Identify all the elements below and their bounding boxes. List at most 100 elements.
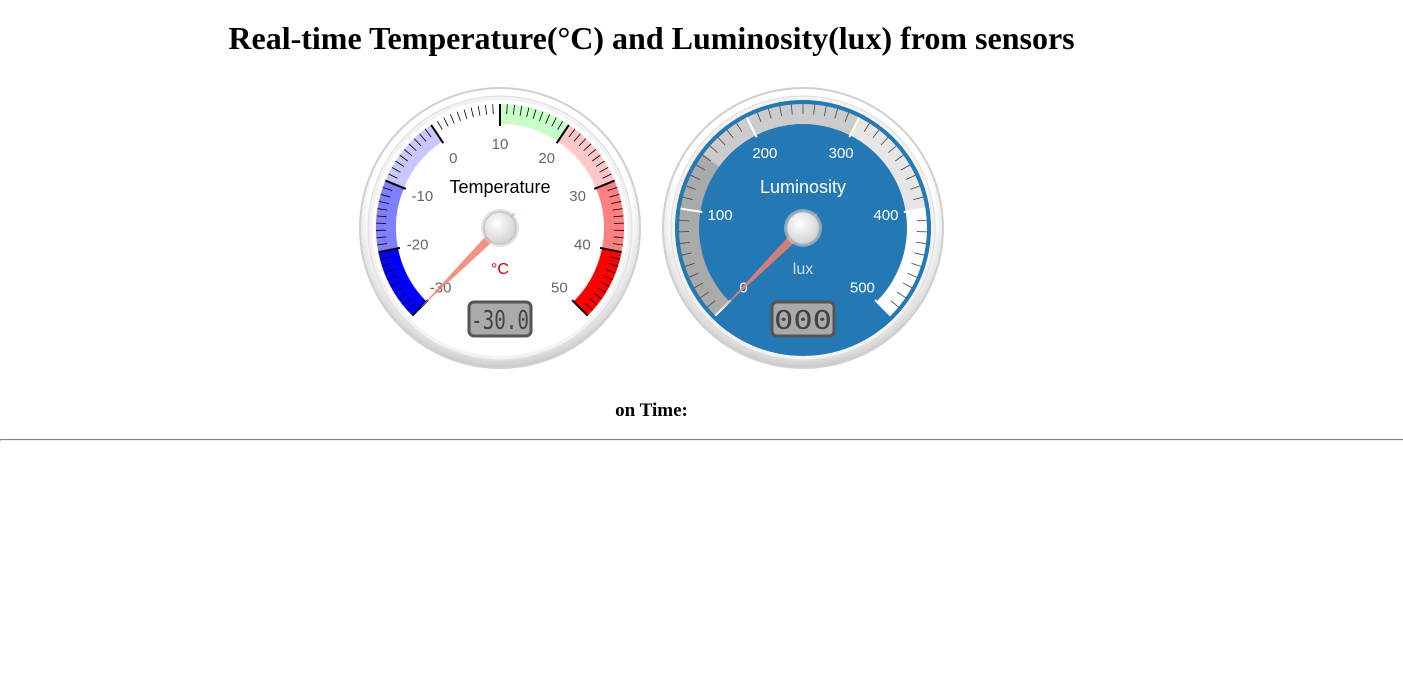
gauge-minor-tick bbox=[612, 208, 623, 211]
gauge-minor-tick bbox=[589, 298, 598, 306]
gauge-minor-tick bbox=[395, 160, 405, 167]
gauge-minor-tick bbox=[690, 174, 701, 180]
gauge-minor-tick bbox=[519, 105, 523, 116]
gauge-highlight-band bbox=[573, 248, 622, 316]
gauge-minor-tick bbox=[377, 208, 388, 211]
gauge-minor-tick bbox=[888, 145, 897, 153]
gauge-minor-tick bbox=[403, 149, 413, 156]
gauge-minor-tick bbox=[600, 281, 610, 287]
gauge-highlight-band bbox=[850, 117, 926, 212]
gauge-minor-tick bbox=[900, 164, 910, 171]
gauge-minor-tick bbox=[545, 114, 551, 124]
gauge-minor-tick bbox=[391, 167, 401, 173]
gauge-minor-tick bbox=[407, 303, 416, 311]
gauge-value-box bbox=[467, 300, 533, 338]
gauge-minor-tick bbox=[526, 107, 530, 118]
gauge-minor-tick bbox=[736, 123, 743, 132]
gauge-minor-tick bbox=[709, 145, 718, 153]
gauge-minor-tick bbox=[911, 262, 922, 267]
gauge-tick-label: 50 bbox=[551, 279, 568, 296]
gauge-minor-tick bbox=[914, 252, 925, 256]
gauge-tick-label: -20 bbox=[407, 236, 429, 253]
gauge-minor-tick bbox=[700, 291, 709, 299]
gauge-minor-tick bbox=[902, 282, 912, 289]
gauge-minor-tick bbox=[707, 300, 716, 308]
gauge-minor-tick bbox=[863, 123, 870, 132]
gauge-minor-tick bbox=[872, 129, 880, 139]
gauge-minor-tick bbox=[726, 129, 734, 139]
gauge-tick-label: 30 bbox=[569, 188, 586, 205]
gauge-minor-tick bbox=[388, 173, 398, 179]
gauge-tick-label: 40 bbox=[574, 236, 591, 253]
gauge-tick-label: 10 bbox=[492, 136, 509, 153]
gauge-title: Luminosity bbox=[760, 177, 846, 197]
gauge-tick-label: 20 bbox=[538, 150, 555, 167]
gauge-minor-tick bbox=[463, 109, 468, 120]
gauge-highlight-band bbox=[702, 104, 860, 167]
gauge-minor-tick bbox=[578, 138, 587, 147]
gauge-minor-tick bbox=[910, 185, 920, 190]
horizontal-rule bbox=[0, 439, 1403, 441]
gauge-minor-tick bbox=[682, 196, 693, 201]
gauge-major-tick bbox=[745, 117, 758, 138]
gauge-tick-label: 300 bbox=[829, 145, 854, 162]
gauge-minor-tick bbox=[913, 196, 924, 201]
gauge-minor-tick bbox=[684, 262, 695, 267]
gauge-highlight-band bbox=[679, 155, 730, 316]
gauge-tick-label: 500 bbox=[850, 279, 875, 296]
gauge-minor-tick bbox=[387, 275, 397, 281]
gauge-minor-tick bbox=[568, 128, 576, 138]
gauge-minor-tick bbox=[381, 262, 392, 267]
gauge-minor-tick bbox=[603, 275, 613, 281]
gauge-value-readout: 000 bbox=[774, 306, 832, 336]
gauge-major-tick bbox=[555, 124, 570, 144]
gauge-minor-tick bbox=[790, 104, 793, 115]
gauge-minor-tick bbox=[419, 133, 427, 142]
gauge-minor-tick bbox=[443, 117, 449, 127]
gauge-minor-tick bbox=[557, 120, 564, 130]
gauge-minor-tick bbox=[696, 164, 706, 171]
gauge-minor-tick bbox=[689, 272, 699, 278]
gauge-minor-tick bbox=[584, 303, 593, 311]
gauge-major-tick bbox=[378, 246, 401, 254]
gauge-minor-tick bbox=[477, 105, 481, 116]
gauge-minor-tick bbox=[587, 149, 597, 156]
gauge-minor-tick bbox=[449, 114, 455, 124]
gauge-major-tick bbox=[430, 124, 445, 144]
gauge-minor-tick bbox=[551, 117, 557, 127]
gauge-minor-tick bbox=[844, 112, 850, 123]
time-label: on Time: bbox=[615, 400, 688, 421]
gauge-minor-tick bbox=[595, 160, 605, 167]
gauge-minor-tick bbox=[880, 137, 889, 146]
gauge-minor-tick bbox=[610, 256, 621, 260]
gauge-minor-tick bbox=[813, 104, 816, 115]
gauge-minor-tick bbox=[916, 219, 927, 222]
gauge-minor-tick bbox=[608, 262, 619, 267]
gauge-minor-tick bbox=[686, 185, 696, 190]
gauge-major-tick bbox=[385, 179, 407, 190]
gauge-minor-tick bbox=[613, 236, 624, 239]
gauge-minor-tick bbox=[492, 104, 494, 115]
gauge-highlight-band bbox=[431, 104, 500, 142]
gauge-minor-tick bbox=[613, 215, 624, 218]
gauge-units-label: °C bbox=[491, 261, 509, 278]
gauge-tick-label: 200 bbox=[752, 145, 777, 162]
gauge-minor-tick bbox=[376, 236, 387, 239]
gauge-minor-tick bbox=[532, 109, 537, 120]
gauge-minor-tick bbox=[377, 243, 388, 246]
gauge-minor-tick bbox=[394, 287, 404, 294]
gauge-minor-tick bbox=[378, 201, 389, 204]
gauge-units-label: lux bbox=[793, 261, 813, 278]
gauge-minor-tick bbox=[916, 241, 927, 244]
gauge-minor-tick bbox=[456, 111, 461, 122]
gauge-minor-tick bbox=[424, 128, 432, 138]
gauge-major-tick bbox=[571, 299, 589, 317]
gauge-minor-tick bbox=[408, 143, 417, 151]
gauge-minor-tick bbox=[593, 292, 602, 300]
gauge-minor-tick bbox=[905, 174, 916, 180]
gauge-minor-tick bbox=[485, 104, 487, 115]
gauge-minor-tick bbox=[907, 272, 917, 278]
